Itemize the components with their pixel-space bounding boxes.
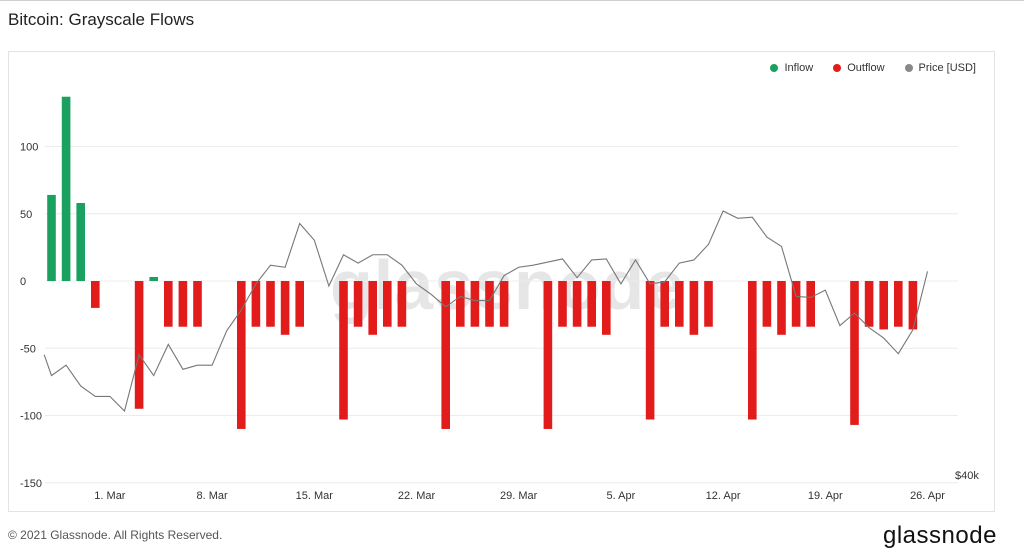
outflow-dot-icon [833,64,842,72]
chart-legend: Inflow Outflow Price [USD] [770,62,976,74]
price-dot-icon [904,64,913,72]
glassnode-logo: glassnode [883,522,997,549]
glassnode-watermark: glassnode [330,246,686,324]
legend-label-outflow: Outflow [847,62,885,74]
legend-item-outflow[interactable]: Outflow [833,62,885,74]
legend-item-price[interactable]: Price [USD] [904,62,976,74]
inflow-dot-icon [770,64,779,72]
top-divider [0,0,1024,1]
legend-label-inflow: Inflow [784,62,814,74]
legend-label-price: Price [USD] [918,62,976,74]
copyright-footer: © 2021 Glassnode. All Rights Reserved. [8,528,223,542]
legend-item-inflow[interactable]: Inflow [770,62,813,74]
price-axis-label: $40k [955,470,979,482]
page-title: Bitcoin: Grayscale Flows [8,10,195,29]
